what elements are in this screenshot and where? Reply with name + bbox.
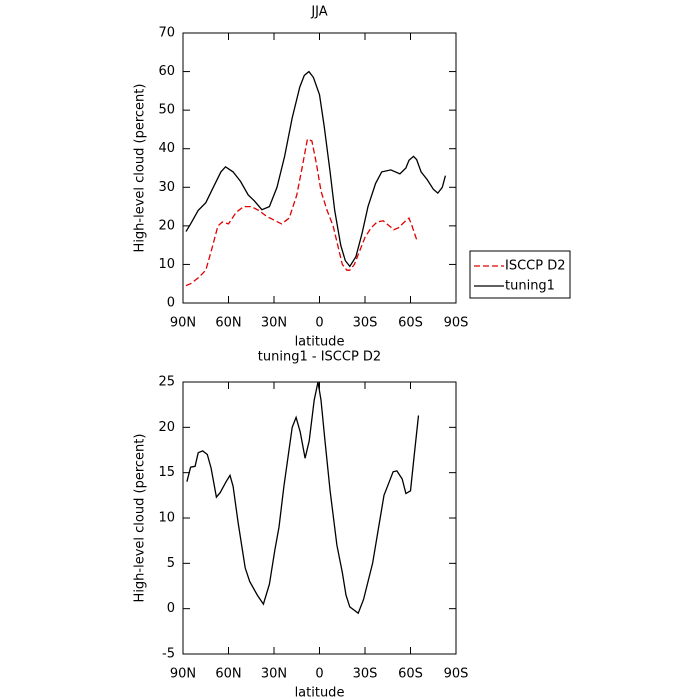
x-tick-label: 60N: [215, 667, 241, 682]
y-tick-label: 10: [158, 257, 175, 272]
x-tick-label: 0: [315, 316, 323, 331]
y-axis-label: High-level cloud (percent): [133, 84, 148, 253]
y-tick-label: 40: [158, 141, 175, 156]
y-tick-label: 25: [158, 375, 175, 390]
x-tick-label: 60N: [215, 316, 241, 331]
legend-label: tuning1: [505, 279, 555, 294]
y-tick-label: 30: [158, 180, 175, 195]
y-tick-label: 10: [158, 511, 175, 526]
x-tick-label: 60S: [398, 667, 423, 682]
y-tick-label: 60: [158, 64, 175, 79]
legend-box: [469, 250, 571, 299]
y-axis-label: High-level cloud (percent): [133, 434, 148, 603]
y-tick-label: 0: [167, 601, 175, 616]
x-tick-label: 90S: [444, 667, 469, 682]
y-tick-label: 5: [167, 556, 175, 571]
y-tick-label: 20: [158, 420, 175, 435]
x-tick-label: 90N: [170, 667, 196, 682]
chart-title: JJA: [310, 5, 327, 20]
data-line: [185, 70, 447, 268]
x-tick-label: 30S: [353, 316, 378, 331]
x-tick-label: 30N: [261, 667, 287, 682]
x-tick-label: 30N: [261, 316, 287, 331]
x-axis-label: latitude: [295, 335, 345, 350]
y-tick-label: 0: [167, 296, 175, 311]
x-axis-label: latitude: [295, 686, 345, 700]
data-line: [185, 138, 418, 287]
x-tick-label: 30S: [353, 667, 378, 682]
x-tick-label: 90S: [444, 316, 469, 331]
legend-label: ISCCP D2: [505, 259, 566, 274]
x-tick-label: 90N: [170, 316, 196, 331]
chart-title: tuning1 - ISCCP D2: [258, 350, 381, 365]
y-tick-label: 70: [158, 26, 175, 41]
plot-frame: [182, 381, 457, 655]
y-tick-label: 15: [158, 465, 175, 480]
x-tick-label: 60S: [398, 316, 423, 331]
x-tick-label: 0: [315, 667, 323, 682]
y-tick-label: -5: [162, 647, 175, 662]
data-line: [186, 381, 420, 615]
y-tick-label: 20: [158, 218, 175, 233]
y-tick-label: 50: [158, 103, 175, 118]
